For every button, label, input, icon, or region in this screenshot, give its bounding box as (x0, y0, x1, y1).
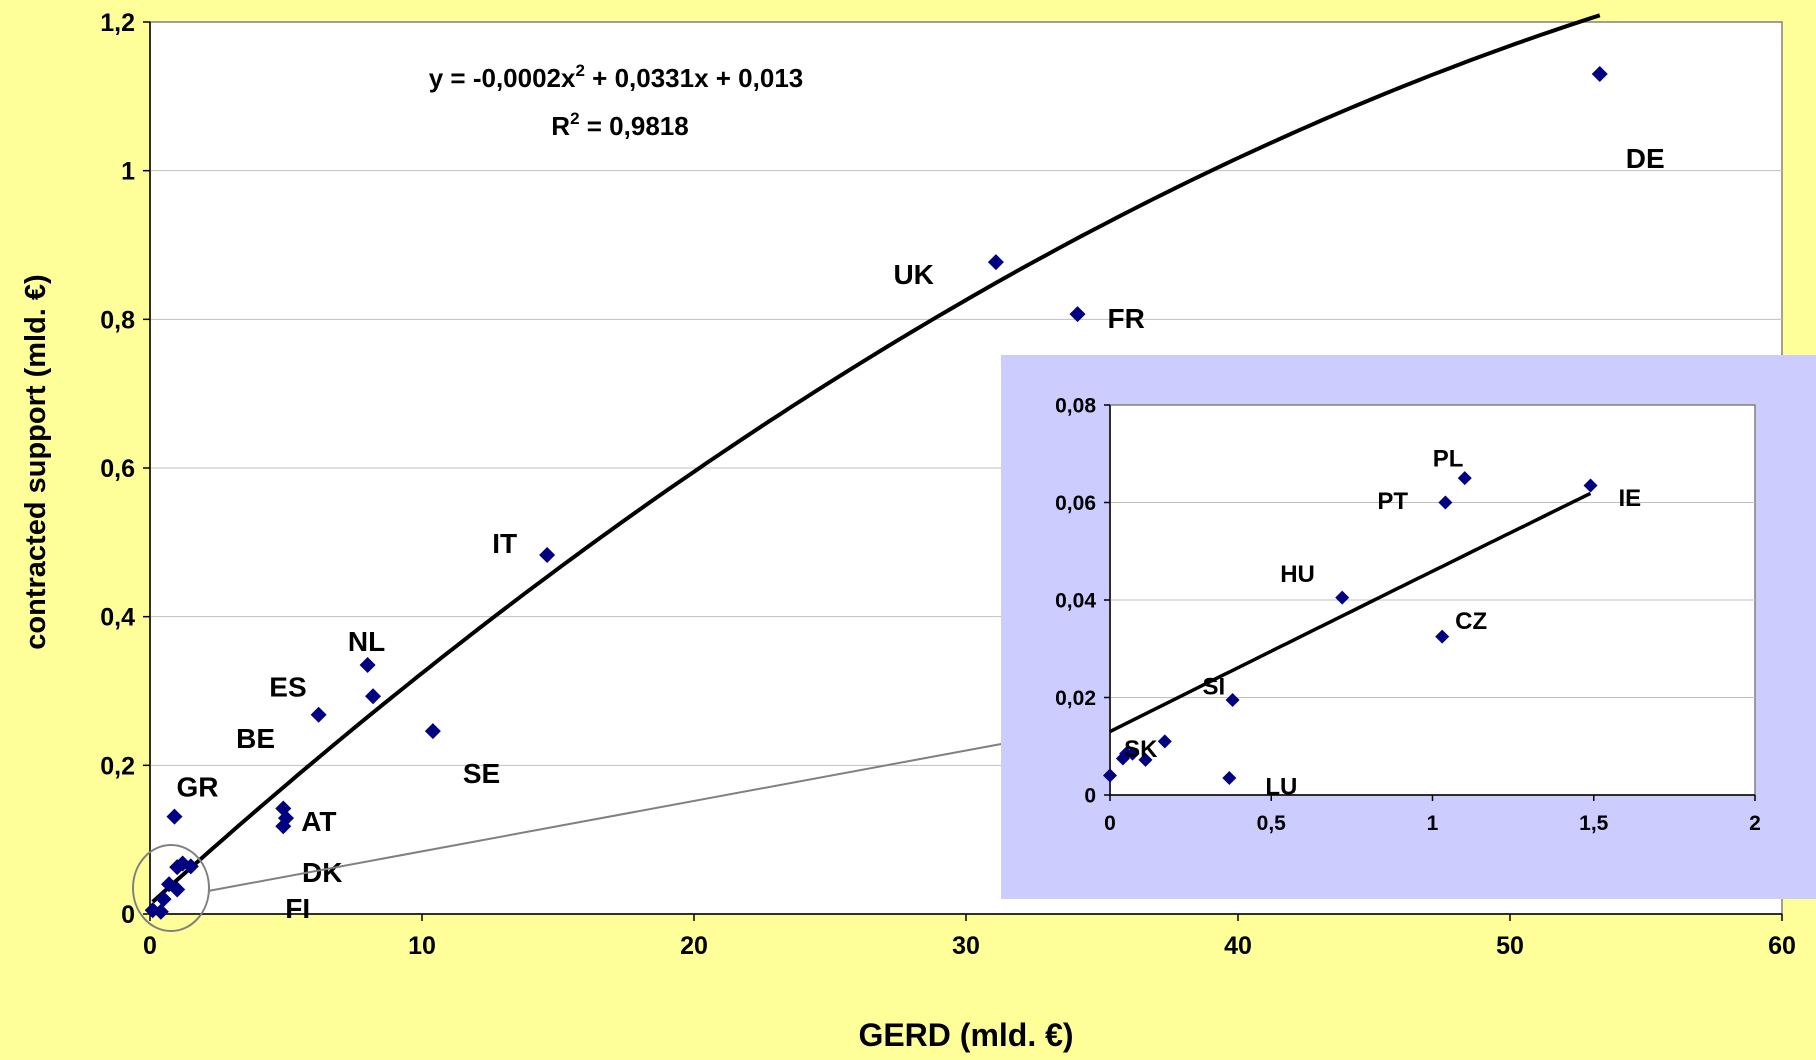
data-point-marker (275, 818, 292, 835)
point-label: DE (1626, 143, 1665, 174)
x-tick-label: 0 (143, 932, 157, 960)
point-label: HU (1280, 561, 1315, 588)
y-tick-label: 0,6 (100, 455, 135, 483)
data-point-marker (1591, 66, 1608, 83)
data-point-marker (1438, 495, 1453, 510)
x-tick-label: 60 (1768, 932, 1796, 960)
zoom-ellipse (132, 844, 210, 932)
x-tick-label: 10 (408, 932, 436, 960)
inset-data-points (1103, 471, 1598, 785)
main-data-points (144, 66, 1608, 920)
y-tick-label: 0,4 (100, 604, 135, 632)
point-label: IT (492, 528, 517, 559)
trendline-curve (151, 13, 1601, 904)
trendline-r-squared: R2 = 0,9818 (551, 109, 688, 141)
data-point-marker (359, 656, 376, 673)
x-tick-label: 1,5 (1579, 812, 1609, 835)
point-label: BE (236, 723, 275, 754)
data-point-marker (1435, 629, 1450, 644)
x-tick-label: 40 (1224, 932, 1252, 960)
point-label: CZ (1455, 608, 1487, 635)
x-tick-label: 0 (1104, 812, 1116, 835)
point-label: SI (1203, 673, 1226, 700)
data-point-marker (1069, 306, 1086, 323)
inset-axes: 0 0,02 0,04 0,06 0,08 0 0,5 1 1,5 2 (1055, 395, 1761, 835)
data-point-marker (166, 808, 183, 825)
point-label: FI (285, 893, 310, 924)
data-point-marker (1138, 752, 1153, 767)
data-point-marker (1457, 471, 1472, 486)
inset-point-labels: PL PT IE HU CZ SI SK LU (1124, 446, 1641, 801)
y-tick-label: 0,8 (100, 306, 135, 334)
point-label: UK (893, 259, 933, 290)
y-tick-label: 0,02 (1055, 687, 1096, 710)
data-point-marker (1125, 746, 1140, 761)
data-point-marker (987, 254, 1004, 271)
y-tick-label: 0,04 (1055, 590, 1096, 613)
y-tick-label: 0,2 (100, 752, 135, 780)
point-label: SE (463, 758, 500, 789)
trendline-equation: y = -0,0002x2 + 0,0331x + 0,013 (429, 61, 804, 93)
x-axis-title: GERD (mld. €) (858, 1017, 1073, 1053)
equation-exponent: 2 (575, 61, 584, 80)
trendline-curve (1109, 491, 1592, 734)
x-tick-label: 1 (1427, 812, 1439, 835)
data-point-marker (365, 688, 382, 705)
y-tick-label: 0,06 (1055, 492, 1096, 515)
inset-trendline (1109, 491, 1592, 734)
point-label: GR (176, 771, 218, 802)
data-point-marker (1222, 770, 1237, 785)
data-point-marker (169, 881, 186, 898)
data-point-marker (182, 858, 199, 875)
y-axis-title: contracted support (mld. €) (20, 274, 52, 649)
data-point-marker (1157, 734, 1172, 749)
x-tick-label: 30 (952, 932, 980, 960)
inset-chart: 0 0,02 0,04 0,06 0,08 0 0,5 1 1,5 2 PL PT IE HU CZ SI S… (1001, 355, 1816, 899)
y-tick-label: 0,08 (1055, 395, 1096, 418)
x-tick-label: 50 (1496, 932, 1524, 960)
data-point-marker (1583, 478, 1598, 493)
r2-suffix: = 0,9818 (580, 111, 689, 141)
point-label: FR (1108, 303, 1145, 334)
data-point-marker (155, 891, 172, 908)
inset-gridlines (1110, 502, 1755, 698)
point-label: SK (1124, 736, 1158, 763)
x-tick-label: 0,5 (1257, 812, 1287, 835)
r2-exponent: 2 (570, 109, 579, 128)
data-point-marker (310, 706, 327, 723)
y-tick-label: 0 (1084, 785, 1096, 808)
data-point-marker (1103, 768, 1117, 783)
data-point-marker (152, 903, 169, 920)
main-axes: 00,20,40,60,811,20 10 20 30 40 50 60 (100, 9, 1796, 960)
point-label: NL (348, 626, 385, 657)
y-tick-label: 1,2 (100, 9, 135, 37)
r2-prefix: R (551, 111, 570, 141)
point-label: PT (1377, 488, 1408, 515)
main-trendline (151, 13, 1601, 904)
data-point-marker (1115, 751, 1130, 766)
data-point-marker (1335, 590, 1350, 605)
point-label: PL (1433, 446, 1464, 473)
y-tick-label: 0 (121, 901, 135, 929)
data-point-marker (1225, 692, 1240, 707)
equation-suffix: + 0,0331x + 0,013 (585, 63, 803, 93)
zoom-arrow-line (207, 741, 1013, 892)
data-point-marker (539, 546, 556, 563)
x-tick-label: 2 (1749, 812, 1761, 835)
point-label: IE (1619, 485, 1642, 512)
data-point-marker (424, 723, 441, 740)
x-tick-label: 20 (680, 932, 708, 960)
point-label: LU (1265, 773, 1297, 800)
equation-prefix: y = -0,0002x (429, 63, 576, 93)
point-label: ES (269, 672, 306, 703)
point-label: AT (301, 806, 336, 837)
y-tick-label: 1 (121, 158, 135, 186)
